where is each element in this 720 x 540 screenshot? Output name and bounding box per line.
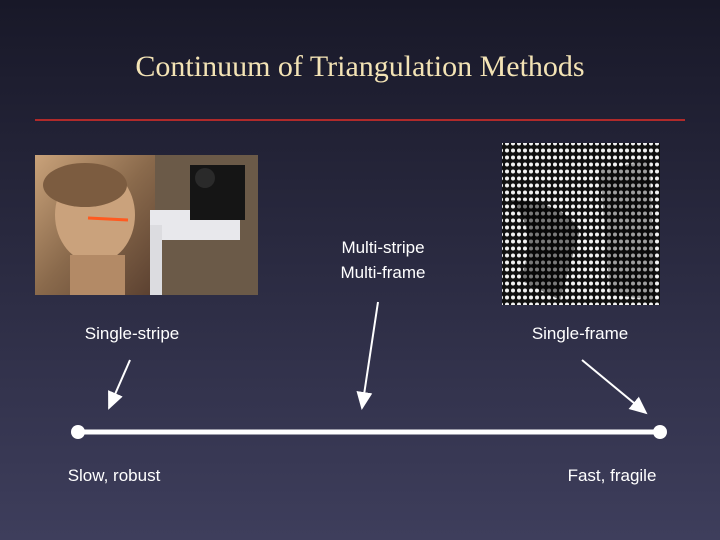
left-label: Single-stripe	[85, 324, 180, 343]
right-end-label: Fast, fragile	[568, 466, 657, 485]
middle-label: Multi-frame	[340, 263, 425, 282]
middle-label: Multi-stripe	[341, 238, 424, 257]
endpoint	[653, 425, 667, 439]
arrow	[356, 301, 379, 410]
arrow	[581, 359, 648, 415]
left-end-label: Slow, robust	[68, 466, 161, 485]
endpoint	[71, 425, 85, 439]
statue-photo	[35, 155, 258, 295]
stripe-pattern-photo	[502, 143, 660, 305]
arrow	[108, 359, 131, 410]
slide-title: Continuum of Triangulation Methods	[135, 50, 584, 83]
right-label: Single-frame	[532, 324, 628, 343]
